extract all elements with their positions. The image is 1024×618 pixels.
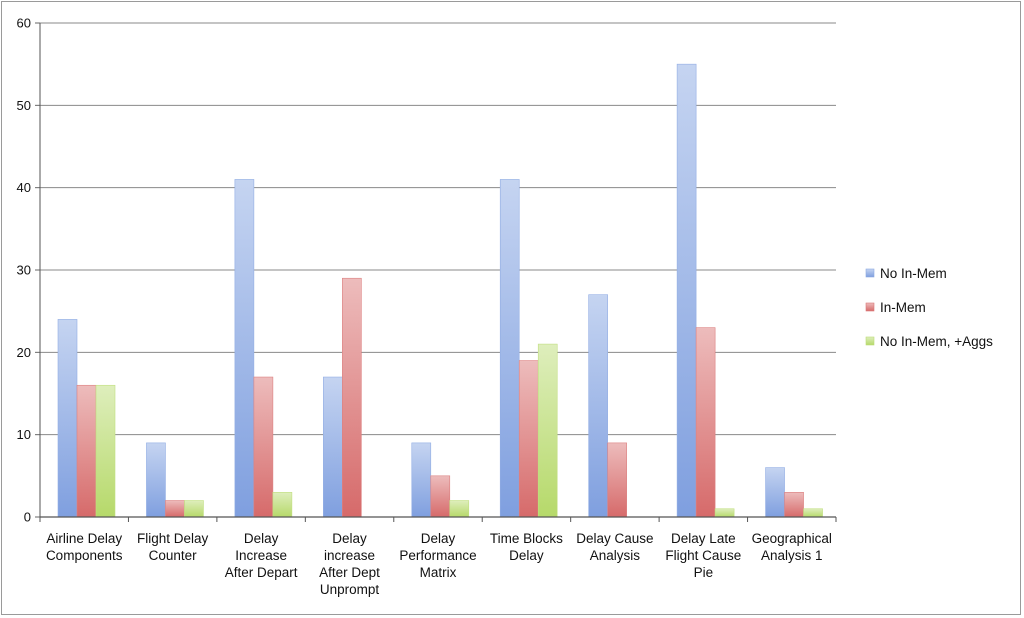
bar <box>184 500 204 518</box>
bar <box>272 491 293 518</box>
bar <box>234 179 255 518</box>
axes <box>39 23 837 522</box>
bar <box>323 376 343 518</box>
bar <box>676 63 697 518</box>
legend-swatch <box>865 268 875 278</box>
legend-swatch <box>865 302 875 312</box>
x-category-label: Delay Late Flight Cause Pie <box>665 531 741 580</box>
y-tick-label: 0 <box>24 510 31 525</box>
y-tick-label: 10 <box>17 427 31 442</box>
y-tick-label: 40 <box>17 180 31 195</box>
y-tick-label: 30 <box>17 263 31 278</box>
y-tick-label: 20 <box>17 345 31 360</box>
bar <box>714 508 735 518</box>
y-axis-ticks: 0 10 20 30 40 50 60 <box>17 16 40 525</box>
bar <box>430 475 451 518</box>
legend-swatch <box>865 336 875 346</box>
bar <box>57 319 78 518</box>
bar <box>342 277 362 518</box>
x-category-label: Flight Delay Counter <box>137 531 209 563</box>
bar <box>784 491 804 518</box>
legend: No In-Mem In-Mem No In-Mem, +Aggs <box>865 266 993 349</box>
y-tick-label: 50 <box>17 98 31 113</box>
bar <box>518 360 539 518</box>
x-category-label: Delay Increase After Depart <box>225 531 298 580</box>
bar <box>695 327 716 518</box>
x-category-label: Airline Delay Components <box>46 531 123 563</box>
legend-label: No In-Mem <box>880 266 947 281</box>
y-tick-label: 60 <box>17 16 31 31</box>
bar <box>146 442 166 518</box>
bar <box>499 179 520 518</box>
x-axis-labels: Airline Delay Components Flight Delay Count… <box>46 531 832 597</box>
bar <box>165 500 185 518</box>
legend-label: No In-Mem, +Aggs <box>880 334 993 349</box>
x-category-label: Time Blocks Delay <box>490 531 563 563</box>
bar <box>253 376 274 518</box>
x-category-label: Delay increase After Dept Unprompt <box>319 531 380 597</box>
bar <box>803 508 823 518</box>
x-category-label: Geographical Analysis 1 <box>752 531 832 563</box>
x-category-label: Delay Performance Matrix <box>399 531 476 580</box>
bar <box>765 467 785 518</box>
bar <box>607 442 627 518</box>
bar <box>449 500 470 518</box>
bar <box>411 442 432 518</box>
bar <box>588 294 608 518</box>
bar <box>537 343 558 518</box>
legend-label: In-Mem <box>880 300 926 315</box>
x-category-label: Delay Cause Analysis <box>576 531 653 563</box>
bar <box>95 384 116 518</box>
bar <box>76 384 97 518</box>
bars <box>57 63 823 518</box>
